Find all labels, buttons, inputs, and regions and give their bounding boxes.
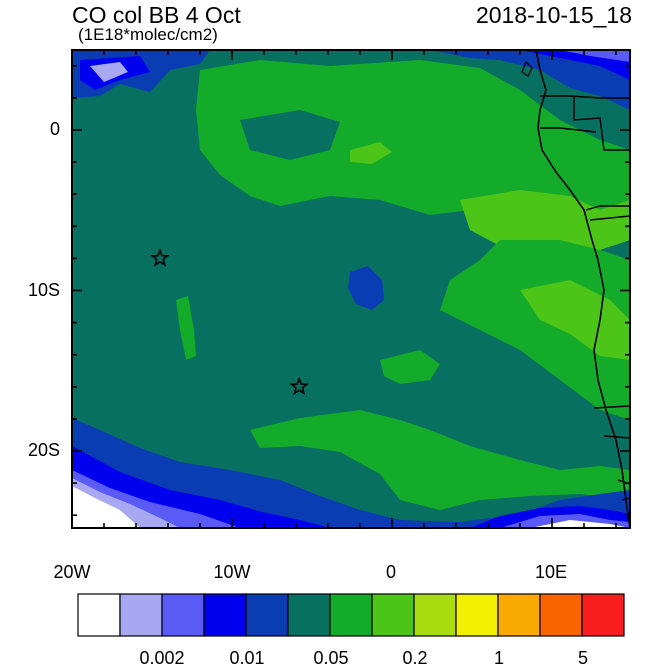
colorbar-label-2: 0.05 (313, 648, 349, 668)
lon-label-10w: 10W (213, 562, 251, 582)
map-panel (71, 49, 631, 529)
map-title: CO col BB 4 Oct (72, 2, 241, 28)
marker-layer (150, 248, 309, 396)
lat-label-0: 0 (49, 119, 60, 139)
colorbar-label-3: 0.2 (402, 648, 428, 668)
lon-label-20w: 20W (53, 562, 91, 582)
map-units: (1E18*molec/cm2) (78, 25, 218, 44)
colorbar-label-0: 0.002 (139, 648, 185, 668)
colorbar-cell-10 (497, 593, 541, 637)
colorbar-cell-6 (329, 593, 373, 637)
axis-ticks (71, 50, 630, 528)
co-field (72, 50, 630, 528)
colorbar-label-5: 5 (577, 648, 589, 668)
colorbar-cell-0 (77, 593, 121, 637)
star-marker-1 (150, 248, 170, 267)
colorbar-cell-8 (413, 593, 457, 637)
lon-label-10e: 10E (534, 562, 568, 582)
colorbar-cell-4 (245, 593, 289, 637)
colorbar-cell-12 (581, 593, 625, 637)
map-datetime: 2018-10-15_18 (475, 2, 632, 28)
colorbar-cell-3 (203, 593, 247, 637)
lat-label-20s: 20S (27, 440, 60, 460)
lon-label-0: 0 (385, 562, 397, 582)
coastline (535, 50, 630, 528)
colorbar-cell-1 (119, 593, 163, 637)
colorbar-cell-11 (539, 593, 583, 637)
colorbar-label-4: 1 (493, 648, 505, 668)
country-borders (540, 95, 630, 501)
colorbar-label-1: 0.01 (229, 648, 265, 668)
map-frame (71, 49, 631, 529)
colorbar-cell-9 (455, 593, 499, 637)
colorbar-cell-2 (161, 593, 205, 637)
colorbar-cell-7 (371, 593, 415, 637)
star-marker-2 (289, 376, 309, 396)
lat-label-10s: 10S (27, 280, 60, 300)
colorbar-cell-5 (287, 593, 331, 637)
